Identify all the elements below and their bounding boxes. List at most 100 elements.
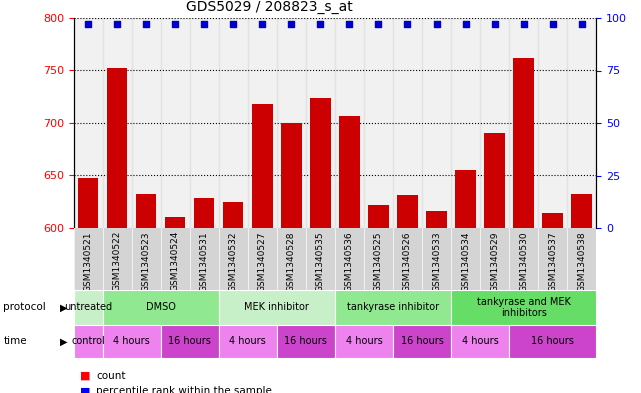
Bar [335,325,393,358]
Bar [103,18,132,228]
Bar [219,290,335,325]
Text: time: time [3,336,27,347]
Point [576,21,587,28]
Text: GSM1340535: GSM1340535 [316,231,325,292]
Text: 4 hours: 4 hours [229,336,266,347]
Text: 16 hours: 16 hours [285,336,328,347]
Point [403,21,413,28]
Text: GSM1340528: GSM1340528 [287,231,296,292]
Bar [248,18,277,228]
Bar [480,228,509,290]
Point [257,21,267,28]
Text: 16 hours: 16 hours [401,336,444,347]
Text: 4 hours: 4 hours [345,336,382,347]
Text: 16 hours: 16 hours [169,336,212,347]
Text: GSM1340523: GSM1340523 [142,231,151,292]
Text: GSM1340527: GSM1340527 [258,231,267,292]
Bar [572,195,592,393]
Text: ▶: ▶ [60,336,67,347]
Bar [277,18,306,228]
Bar [190,18,219,228]
Bar [132,18,161,228]
Bar [422,228,451,290]
Bar [103,290,219,325]
Bar [161,18,190,228]
Bar [538,228,567,290]
Text: 4 hours: 4 hours [113,336,150,347]
Bar [74,290,103,325]
Bar [509,325,596,358]
Bar [422,18,451,228]
Text: GSM1340537: GSM1340537 [548,231,557,292]
Point [344,21,354,28]
Text: GSM1340525: GSM1340525 [374,231,383,292]
Text: ■: ■ [80,386,90,393]
Point [287,21,297,28]
Bar [74,18,103,228]
Bar [281,123,301,393]
Point [315,21,326,28]
Bar [248,228,277,290]
Bar [567,228,596,290]
Point [228,21,238,28]
Bar [132,228,161,290]
Text: GSM1340524: GSM1340524 [171,231,179,292]
Bar [451,228,480,290]
Point [547,21,558,28]
Bar [277,228,306,290]
Text: count: count [96,371,126,381]
Bar [190,228,219,290]
Bar [542,213,563,393]
Text: GSM1340536: GSM1340536 [345,231,354,292]
Bar [538,18,567,228]
Bar [223,202,244,393]
Text: GSM1340526: GSM1340526 [403,231,412,292]
Point [373,21,383,28]
Point [519,21,529,28]
Text: MEK inhibitor: MEK inhibitor [244,303,310,312]
Bar [306,228,335,290]
Bar [567,18,596,228]
Bar [393,18,422,228]
Bar [277,325,335,358]
Text: tankyrase inhibitor: tankyrase inhibitor [347,303,439,312]
Bar [107,68,128,393]
Point [83,21,94,28]
Bar [451,290,596,325]
Text: 4 hours: 4 hours [462,336,499,347]
Text: GSM1340530: GSM1340530 [519,231,528,292]
Bar [451,325,509,358]
Text: GSM1340529: GSM1340529 [490,231,499,292]
Text: GSM1340532: GSM1340532 [229,231,238,292]
Bar [364,18,393,228]
Text: GSM1340533: GSM1340533 [432,231,441,292]
Bar [364,228,393,290]
Bar [451,18,480,228]
Text: GSM1340522: GSM1340522 [113,231,122,292]
Text: untreated: untreated [64,303,112,312]
Point [141,21,151,28]
Text: control: control [71,336,105,347]
Point [112,21,122,28]
Bar [103,325,161,358]
Text: GDS5029 / 208823_s_at: GDS5029 / 208823_s_at [186,0,353,14]
Point [199,21,210,28]
Bar [219,325,277,358]
Bar [426,211,447,393]
Bar [219,18,248,228]
Point [460,21,470,28]
Text: ▶: ▶ [60,303,67,312]
Text: 16 hours: 16 hours [531,336,574,347]
Bar [78,178,98,393]
Text: ■: ■ [80,371,90,381]
Bar [219,228,248,290]
Bar [513,58,534,393]
Bar [480,18,509,228]
Text: tankyrase and MEK
inhibitors: tankyrase and MEK inhibitors [477,297,570,318]
Bar [335,290,451,325]
Bar [369,205,388,393]
Bar [161,228,190,290]
Point [431,21,442,28]
Bar [161,325,219,358]
Bar [509,18,538,228]
